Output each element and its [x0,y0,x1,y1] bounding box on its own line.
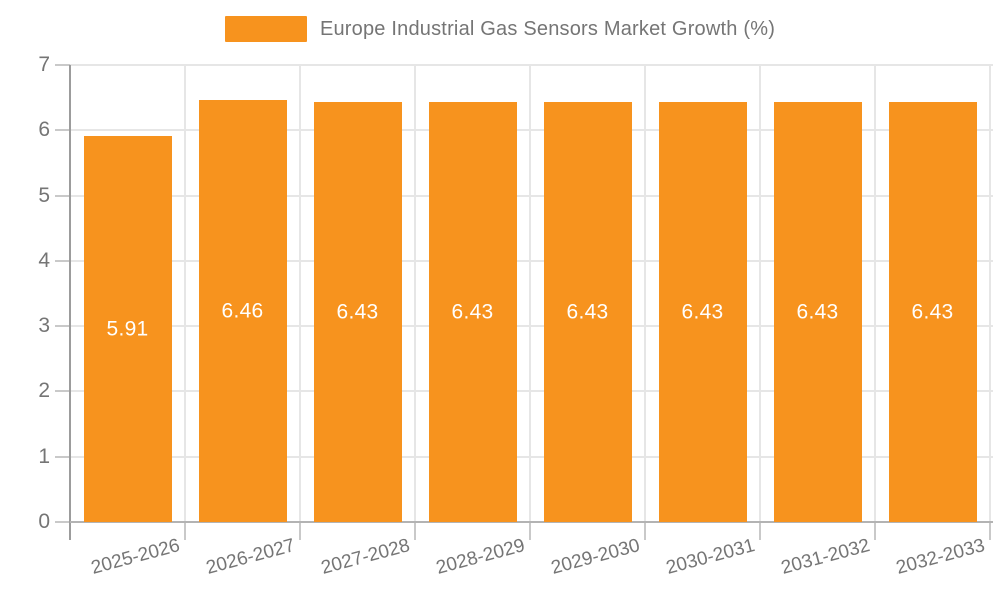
gridline-horizontal [70,325,993,328]
y-axis-tick [55,259,70,262]
legend-label: Europe Industrial Gas Sensors Market Gro… [319,17,776,40]
x-axis-tick [644,522,646,540]
legend-swatch-icon [224,16,307,42]
y-axis-tick-label: 2 [38,379,50,403]
x-axis-tick [874,522,876,540]
bar-value-label: 6.43 [681,300,724,324]
y-axis-tick [55,325,70,328]
gridline-vertical [414,65,416,522]
legend[interactable]: Europe Industrial Gas Sensors Market Gro… [0,16,1000,42]
gridline-horizontal [70,194,993,197]
x-axis-tick [184,522,186,540]
gridline-horizontal [70,64,993,66]
bar [428,102,517,522]
x-axis-tick [529,522,531,540]
y-axis-tick [55,521,70,523]
bar [83,136,172,522]
bar-value-label: 6.43 [911,300,954,324]
gridline-horizontal [70,390,993,393]
y-axis-tick-label: 5 [38,183,50,207]
y-axis-tick [55,455,70,458]
y-axis-tick [55,129,70,132]
gridline-vertical [184,65,186,522]
x-axis-tick [299,522,301,540]
bar-value-label: 6.43 [796,300,839,324]
gridline-vertical [299,65,301,522]
y-axis-tick-label: 6 [38,118,50,142]
x-axis-tick [759,522,761,540]
y-axis-tick-label: 7 [38,53,50,77]
bar-value-label: 5.91 [106,317,149,341]
x-axis-tick [414,522,416,540]
y-axis-tick [55,194,70,197]
gridline-horizontal [70,259,993,262]
bar [313,102,402,522]
y-axis-tick-label: 3 [38,314,50,338]
bar-value-label: 6.43 [451,300,494,324]
gridline-vertical [529,65,531,522]
gridline-horizontal [70,455,993,458]
y-axis-tick-label: 0 [38,510,50,534]
x-axis-tick [989,522,991,540]
bar-value-label: 6.43 [566,300,609,324]
y-axis-tick [55,390,70,393]
bar-value-label: 6.46 [221,299,264,323]
y-axis-tick-label: 4 [38,248,50,272]
y-axis-tick [55,64,70,66]
bar [658,102,747,522]
gridline-vertical [874,65,876,522]
gridline-horizontal [70,129,993,132]
gridline-vertical [759,65,761,522]
bar [198,100,287,522]
y-axis-tick-label: 1 [38,444,50,468]
bar-value-label: 6.43 [336,300,379,324]
gridline-vertical [644,65,646,522]
bar [888,102,977,522]
x-axis-line [70,521,993,523]
gridline-vertical [989,65,991,522]
y-axis-line [69,65,71,540]
bar [543,102,632,522]
bar [773,102,862,522]
